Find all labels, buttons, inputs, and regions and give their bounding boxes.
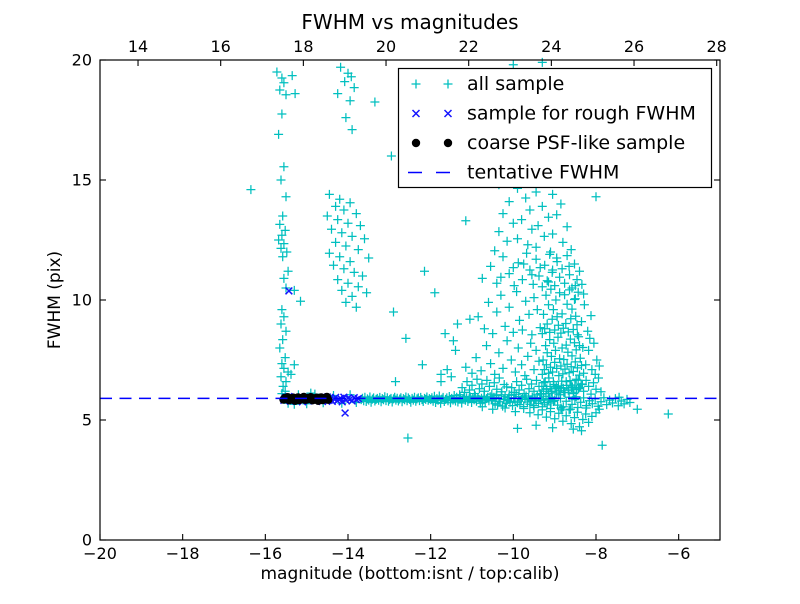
x-top-tick-label: 18 [293, 37, 313, 56]
x-bottom-tick-label: −8 [584, 544, 608, 563]
legend-label-rough-fwhm: sample for rough FWHM [467, 103, 696, 125]
psf-sample-dot [324, 395, 333, 404]
legend-box [397, 67, 713, 189]
x-top-tick-label: 20 [376, 37, 396, 56]
legend-item-all-sample: all sample [411, 73, 564, 95]
dot-marker-icon [443, 138, 453, 148]
legend: all sample sample for rough FWHM coarse … [397, 67, 713, 189]
x-bottom-tick-label: −10 [496, 544, 530, 563]
scatter-series-layer [100, 57, 720, 450]
x-top-tick-label: 28 [707, 37, 727, 56]
cross-marker-icon [411, 109, 453, 118]
x-top-tick-label: 16 [211, 37, 231, 56]
dot-marker-icon [411, 138, 421, 148]
x-top-tick-label: 24 [541, 37, 561, 56]
x-top-tick-label: 26 [624, 37, 644, 56]
x-bottom-tick-label: −6 [667, 544, 691, 563]
x-axis-label: magnitude (bottom:isnt / top:calib) [261, 564, 560, 584]
x-bottom-tick-label: −16 [248, 544, 282, 563]
y-tick-label: 5 [82, 411, 92, 430]
legend-label-all-sample: all sample [467, 73, 564, 95]
series-all-sample-points [246, 57, 673, 450]
y-axis-label: FWHM (pix) [45, 251, 65, 349]
x-bottom-tick-label: −20 [83, 544, 117, 563]
x-bottom-tick-label: −12 [414, 544, 448, 563]
chart-title: FWHM vs magnitudes [301, 10, 518, 34]
y-tick-label: 10 [72, 291, 92, 310]
x-top-tick-label: 22 [459, 37, 479, 56]
legend-label-coarse-psf: coarse PSF-like sample [467, 132, 685, 154]
legend-item-coarse-psf: coarse PSF-like sample [411, 132, 685, 154]
x-bottom-tick-label: −18 [166, 544, 200, 563]
y-tick-label: 20 [72, 51, 92, 70]
legend-item-rough-fwhm: sample for rough FWHM [411, 103, 696, 125]
y-tick-label: 0 [82, 531, 92, 550]
axis-ticks: −20 −18 −16 −14 −12 −10 −8 −6 14 16 18 20 22 24 26 28 0 5… [72, 37, 727, 563]
x-bottom-tick-label: −14 [331, 544, 365, 563]
y-tick-label: 15 [72, 171, 92, 190]
legend-label-tentative-fwhm: tentative FWHM [467, 162, 619, 184]
legend-item-tentative-fwhm: tentative FWHM [408, 162, 619, 184]
plus-marker-icon [411, 79, 453, 89]
x-top-tick-label: 14 [128, 37, 148, 56]
